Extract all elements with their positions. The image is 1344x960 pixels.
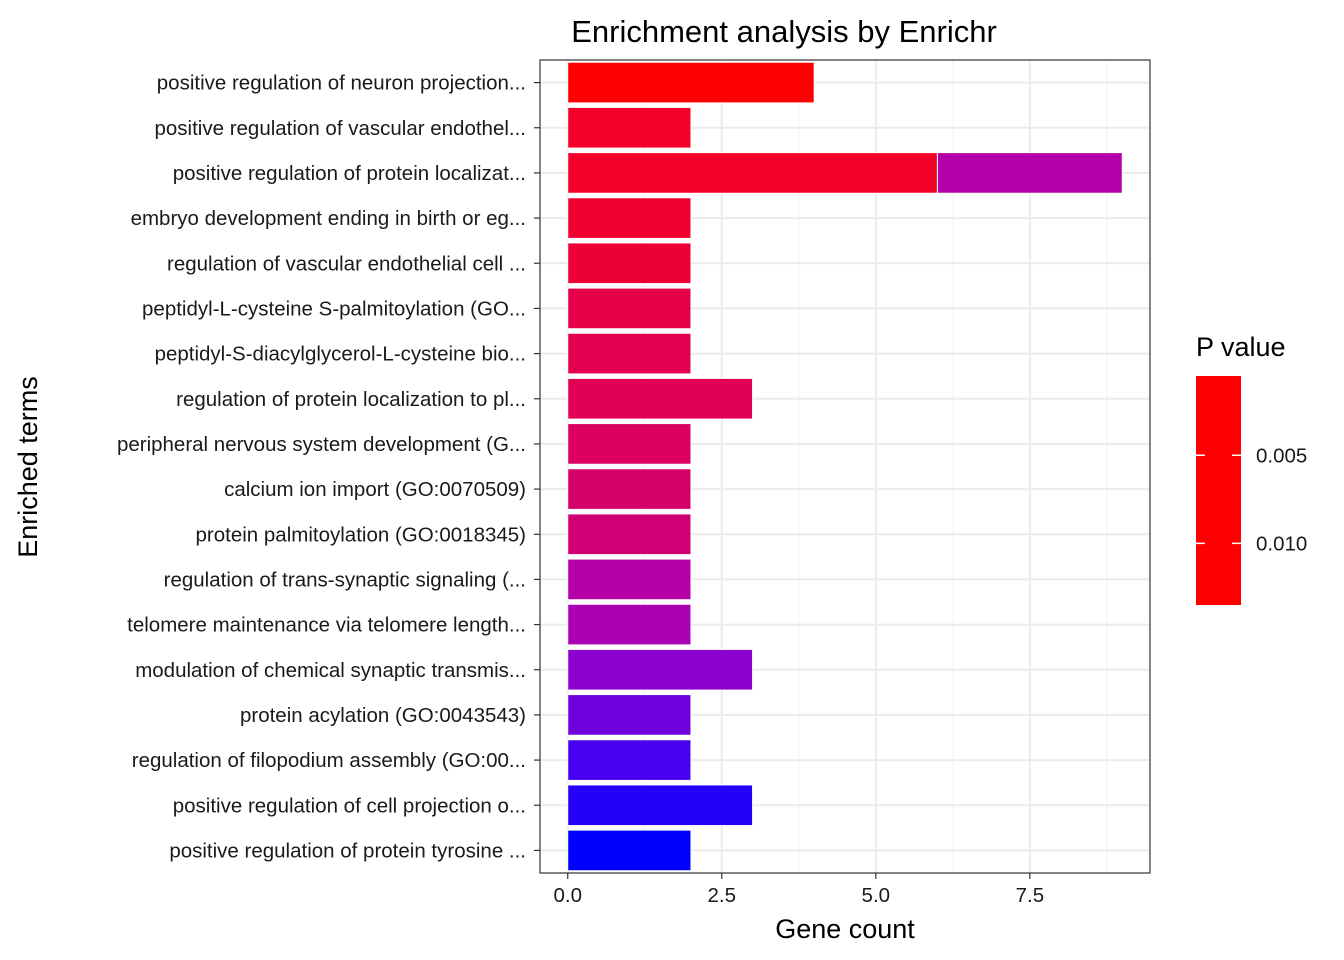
- x-tick-label: 0.0: [553, 884, 582, 907]
- y-tick-label: positive regulation of vascular endothel…: [154, 117, 526, 140]
- y-tick-label: telomere maintenance via telomere length…: [127, 614, 526, 637]
- legend-ticks: 0.005 0.010: [1196, 444, 1307, 555]
- x-tick-label: 5.0: [862, 884, 891, 907]
- bar: [567, 603, 692, 646]
- x-tick-label: 7.5: [1016, 884, 1045, 907]
- chart-title: Enrichment analysis by Enrichr: [571, 14, 997, 49]
- bar: [567, 152, 938, 194]
- y-tick-label: protein palmitoylation (GO:0018345): [196, 523, 526, 546]
- y-tick-label: regulation of protein localization to pl…: [176, 388, 526, 411]
- legend-colorbar: [1196, 376, 1241, 605]
- bar: [567, 61, 815, 104]
- bars-group: [567, 61, 1123, 872]
- bar: [567, 784, 754, 827]
- y-axis: positive regulation of neuron projection…: [117, 72, 540, 862]
- bar: [567, 423, 692, 465]
- legend-tick-label: 0.010: [1256, 532, 1307, 555]
- legend: P value 0.005 0.010: [1196, 332, 1307, 605]
- x-tick-label: 2.5: [708, 884, 737, 907]
- y-tick-label: embryo development ending in birth or eg…: [131, 207, 526, 230]
- y-tick-label: calcium ion import (GO:0070509): [224, 478, 526, 501]
- x-axis-label: Gene count: [775, 914, 915, 944]
- y-tick-label: positive regulation of cell projection o…: [173, 794, 526, 817]
- bar: [567, 558, 692, 601]
- legend-title: P value: [1196, 332, 1286, 362]
- y-axis-label: Enriched terms: [13, 376, 43, 558]
- y-tick-label: positive regulation of protein localizat…: [173, 162, 526, 185]
- bar: [567, 694, 692, 736]
- y-tick-label: positive regulation of neuron projection…: [157, 72, 526, 95]
- y-tick-label: protein acylation (GO:0043543): [240, 704, 526, 727]
- bar: [567, 332, 692, 375]
- y-tick-label: regulation of trans-synaptic signaling (…: [164, 568, 526, 591]
- y-tick-label: peripheral nervous system development (G…: [117, 433, 526, 456]
- bar: [936, 152, 1123, 194]
- panel-border: [539, 59, 1151, 874]
- bar: [567, 377, 754, 420]
- bar: [567, 242, 692, 285]
- y-tick-label: peptidyl-S-diacylglycerol-L-cysteine bio…: [155, 343, 526, 366]
- bar: [567, 106, 692, 149]
- plot-panel: [540, 60, 1150, 873]
- bar: [567, 468, 692, 510]
- y-tick-label: regulation of vascular endothelial cell …: [167, 252, 526, 275]
- bar: [567, 513, 692, 556]
- bar: [567, 287, 692, 330]
- y-tick-label: positive regulation of protein tyrosine …: [169, 839, 526, 862]
- bar: [567, 829, 692, 872]
- x-axis: 0.0 2.5 5.0 7.5: [553, 873, 1044, 907]
- bar: [567, 197, 692, 239]
- bar: [567, 739, 692, 781]
- bar: [567, 648, 754, 691]
- y-tick-label: modulation of chemical synaptic transmis…: [135, 659, 526, 682]
- legend-tick-label: 0.005: [1256, 444, 1307, 467]
- y-tick-label: regulation of filopodium assembly (GO:00…: [132, 749, 526, 772]
- y-tick-label: peptidyl-L-cysteine S-palmitoylation (GO…: [142, 297, 526, 320]
